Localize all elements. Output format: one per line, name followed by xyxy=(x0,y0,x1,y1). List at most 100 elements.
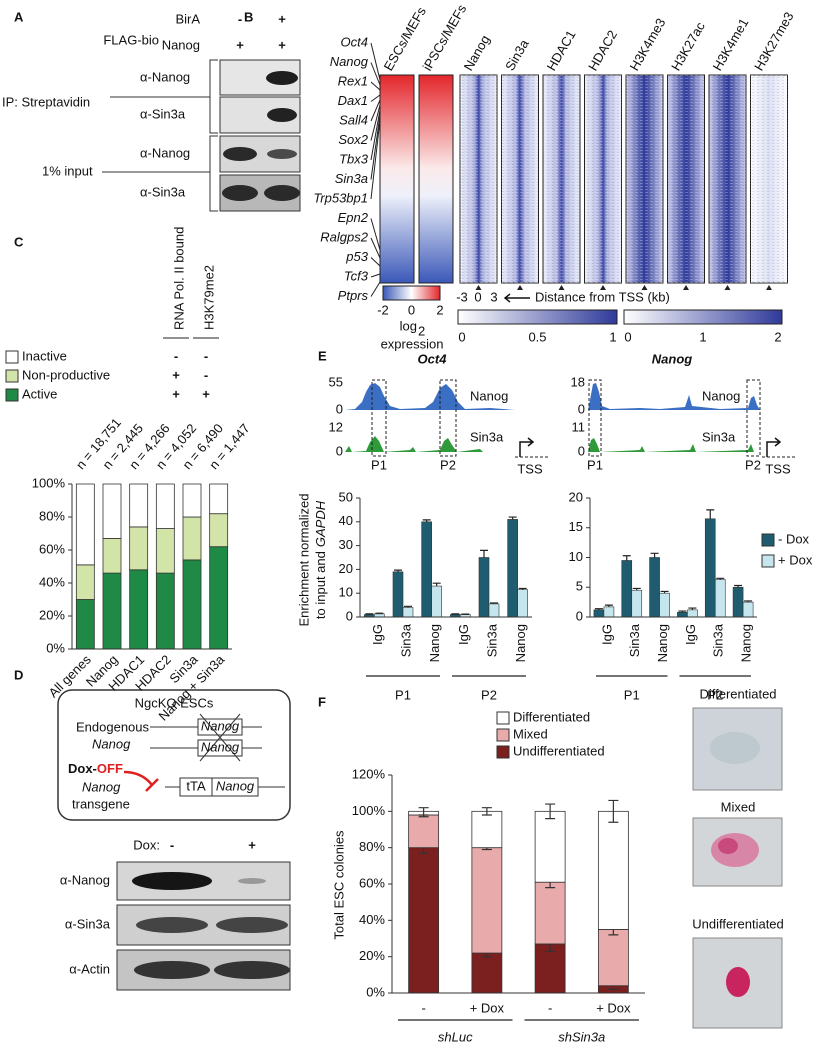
legend-label: Undifferentiated xyxy=(513,743,605,758)
band xyxy=(222,185,258,201)
bar-segment xyxy=(471,810,503,849)
tss-marker xyxy=(641,285,648,290)
antibody-label: α-Nanog xyxy=(140,69,190,84)
y-tick-label: 100% xyxy=(32,475,66,490)
colony-images xyxy=(692,707,783,1029)
schematic-panel-d xyxy=(57,689,291,991)
bar-segment xyxy=(534,810,566,883)
track-header: HDAC2 xyxy=(585,28,620,74)
antibody-label: α-Sin3a xyxy=(140,106,186,121)
error-bar xyxy=(432,582,441,587)
bar-segment xyxy=(597,810,629,930)
gene-pointer xyxy=(370,94,381,102)
colorbar-tick: 0 xyxy=(624,329,631,344)
genome-tracks xyxy=(345,379,795,458)
row-label: BirA xyxy=(175,11,200,26)
legend-swatch xyxy=(5,388,19,402)
y-tick-label: 40 xyxy=(339,513,353,528)
panel-label: F xyxy=(318,694,326,709)
x-tick-label: IgG xyxy=(456,624,471,645)
y-tick-label: 0 xyxy=(576,608,583,623)
y-tick-label: 15 xyxy=(569,519,583,534)
gene-pointer xyxy=(370,281,381,297)
tss-marker xyxy=(517,285,523,290)
repression-arrow xyxy=(123,770,153,786)
y-tick-label: 80% xyxy=(359,839,385,854)
gene-pointer xyxy=(370,109,381,161)
signal-colorbar xyxy=(457,309,618,325)
mark-sign: + xyxy=(172,386,180,401)
lane-sign: + xyxy=(278,11,286,26)
bar xyxy=(732,586,744,618)
y-axis-label: to input and GAPDH xyxy=(313,500,328,619)
peak-box xyxy=(746,379,761,457)
lane-sign: + xyxy=(236,37,244,52)
panel-label: A xyxy=(14,9,24,24)
track-header: H3K27me3 xyxy=(751,9,797,73)
bar xyxy=(714,579,726,618)
gene-label: Sall4 xyxy=(339,112,368,127)
y-tick-label: 5 xyxy=(576,579,583,594)
bar xyxy=(659,592,670,618)
legend-swatch xyxy=(496,711,510,725)
gene-label: Oct4 xyxy=(341,34,368,49)
legend-swatch xyxy=(496,745,510,759)
bar-segment xyxy=(182,516,202,561)
gene-label: Nanog xyxy=(201,739,240,754)
bar-segment xyxy=(75,599,95,650)
bar-segment xyxy=(209,513,229,548)
colorbar-tick: 0.5 xyxy=(528,329,546,344)
heatmap-texture xyxy=(626,75,663,283)
bar-segment xyxy=(597,929,629,987)
tss-label: TSS xyxy=(765,461,791,476)
error-bar xyxy=(451,613,460,615)
bar-segment xyxy=(408,847,440,994)
bar xyxy=(704,518,716,618)
y-tick-label: 40% xyxy=(359,912,385,927)
peak-track xyxy=(345,383,515,410)
distance-arrow xyxy=(503,293,530,303)
image-label: Mixed xyxy=(721,799,756,814)
tss-marker xyxy=(600,285,606,290)
error-bar xyxy=(632,587,641,591)
peak-label: P2 xyxy=(440,457,456,472)
lane-sign: + xyxy=(278,37,286,52)
antibody-label: α-Nanog xyxy=(140,145,190,160)
x-tick-label: Nanog xyxy=(739,624,754,662)
y-tick-label: 20% xyxy=(39,607,65,622)
colony xyxy=(710,732,760,764)
error-bar xyxy=(365,613,374,615)
error-bar xyxy=(744,600,753,603)
error-bar xyxy=(508,516,517,520)
heatmap xyxy=(379,74,415,284)
gene-pointer xyxy=(370,42,381,81)
panel-label: E xyxy=(318,348,327,363)
distance-tick: -3 xyxy=(456,289,468,304)
image-label: Undifferentiated xyxy=(692,916,784,931)
legend-label: Inactive xyxy=(22,348,67,363)
bar-segment xyxy=(471,847,503,954)
gene-title: Oct4 xyxy=(418,351,448,366)
gene-pointer xyxy=(370,273,381,278)
bar xyxy=(517,589,528,618)
bar-segment xyxy=(155,483,175,529)
error-bar xyxy=(688,607,697,610)
x-tick-label: IgG xyxy=(683,624,698,645)
bar-segment xyxy=(209,546,229,650)
error-bar xyxy=(404,605,412,608)
gene-label: Ralgps2 xyxy=(320,229,368,244)
colorbar-tick: 0 xyxy=(458,329,465,344)
x-tick-label: - xyxy=(548,1000,552,1015)
antibody-label: α-Sin3a xyxy=(140,184,186,199)
gene-box xyxy=(197,739,243,757)
colony xyxy=(718,838,738,854)
x-tick-label: Nanog xyxy=(655,624,670,662)
error-bar xyxy=(716,577,725,580)
y-tick-label: 20 xyxy=(339,561,353,576)
y-tick-label: 60% xyxy=(359,875,385,890)
error-bar xyxy=(480,549,488,558)
bar xyxy=(649,557,660,618)
cassette-label: tTA xyxy=(186,778,206,793)
colony xyxy=(726,967,750,997)
